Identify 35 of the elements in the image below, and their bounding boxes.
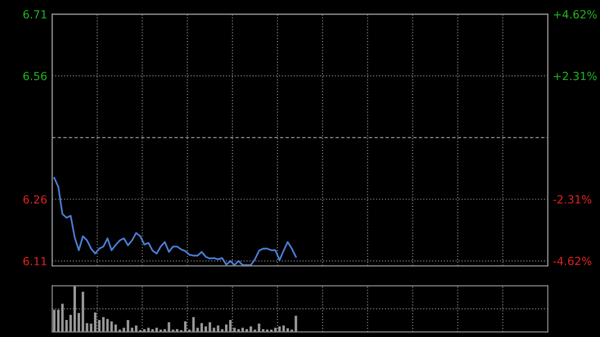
y2-tick-label: +4.62% [554,10,597,19]
bar [61,304,64,332]
y2-tick-label: -4.62% [553,256,592,266]
line-series [53,177,297,266]
y-tick-label: 6.71 [23,10,46,19]
y-tick-label: 6.56 [23,72,47,80]
bar [74,286,76,332]
y-tick-label: 6.26 [23,195,47,204]
bar [216,325,220,332]
y2-tick-label: -2.31% [553,195,592,204]
bar [94,312,96,332]
bar [184,321,187,332]
bar [82,292,84,332]
bar [176,329,178,332]
bar [126,320,130,332]
bar [151,329,154,332]
bar [134,325,138,332]
bar [114,324,117,332]
bar [102,317,105,332]
bar [250,326,252,332]
bar [168,322,170,332]
bar [53,310,56,332]
bar [110,321,113,332]
bar [294,316,298,332]
bar [282,325,285,332]
bar [246,329,248,332]
y2-tick-label: +2.31% [554,72,597,80]
bar [200,323,203,332]
y-tick-label: 6.11 [23,256,46,266]
bar [204,326,208,332]
bar [258,324,260,332]
bar [237,329,240,332]
bar [208,322,212,332]
bar [143,329,146,332]
bar [229,320,232,332]
